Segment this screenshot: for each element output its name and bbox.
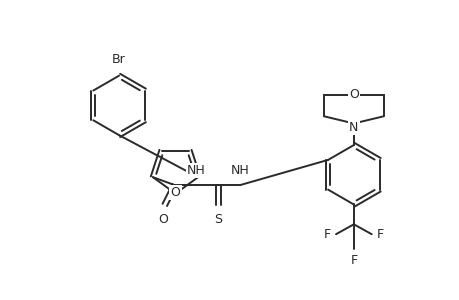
Text: F: F <box>349 254 357 267</box>
Text: NH: NH <box>187 164 206 177</box>
Text: O: O <box>157 213 168 226</box>
Text: F: F <box>323 228 330 241</box>
Text: S: S <box>214 213 222 226</box>
Text: F: F <box>376 228 383 241</box>
Text: NH: NH <box>230 164 249 177</box>
Text: O: O <box>170 186 180 199</box>
Text: O: O <box>348 88 358 101</box>
Text: Br: Br <box>112 53 126 66</box>
Text: N: N <box>348 121 358 134</box>
